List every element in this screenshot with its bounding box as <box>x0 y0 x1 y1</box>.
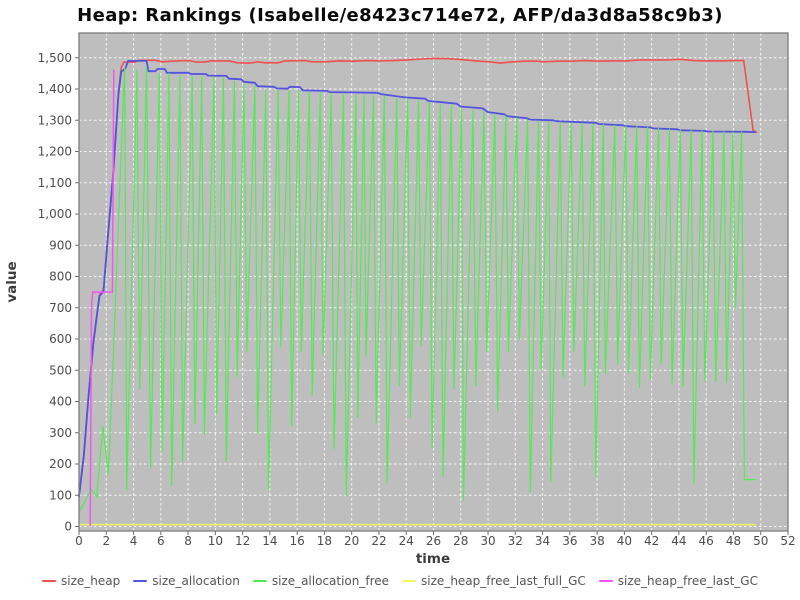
legend-item-size_heap: size_heap <box>42 574 120 588</box>
y-tick-label: 500 <box>49 363 72 377</box>
x-tick-label: 24 <box>399 534 414 548</box>
x-tick-label: 50 <box>753 534 768 548</box>
x-tick-label: 2 <box>102 534 110 548</box>
legend-swatch-size_allocation <box>133 580 148 582</box>
x-tick-label: 26 <box>426 534 441 548</box>
y-tick-label: 300 <box>49 426 72 440</box>
y-tick-label: 100 <box>49 488 72 502</box>
x-tick-label: 20 <box>344 534 359 548</box>
x-tick-label: 48 <box>726 534 741 548</box>
legend-label-size_allocation: size_allocation <box>152 574 240 588</box>
y-tick-label: 1,100 <box>38 176 72 190</box>
x-tick-label: 18 <box>317 534 332 548</box>
x-tick-label: 12 <box>235 534 250 548</box>
x-tick-label: 38 <box>589 534 604 548</box>
series-lines <box>78 57 758 527</box>
y-tick-label: 800 <box>49 270 72 284</box>
x-axis-label: time <box>416 551 450 567</box>
y-tick-label: 1,000 <box>38 207 72 221</box>
legend-label-size_allocation_free: size_allocation_free <box>271 574 390 588</box>
chart-title: Heap: Rankings (Isabelle/e8423c714e72, A… <box>77 5 723 26</box>
y-tick-label: 1,400 <box>38 82 72 96</box>
y-axis-ticks: 0 100 200 300 400 500 600 700 800 900 1,000 1,100 1,… <box>38 51 79 534</box>
legend-swatch-size_heap_free_last_GC <box>598 580 613 582</box>
legend-label-size_heap_free_last_GC: size_heap_free_last_GC <box>617 574 758 588</box>
x-tick-label: 10 <box>208 534 223 548</box>
legend-item-size_heap_free_last_full_GC: size_heap_free_last_full_GC <box>402 574 586 588</box>
legend-swatch-size_heap <box>42 580 56 582</box>
x-tick-label: 40 <box>617 534 632 548</box>
x-tick-label: 22 <box>371 534 386 548</box>
x-tick-label: 32 <box>508 534 523 548</box>
y-tick-label: 1,300 <box>38 113 72 127</box>
x-tick-label: 14 <box>262 534 277 548</box>
x-tick-label: 4 <box>130 534 138 548</box>
y-tick-label: 400 <box>49 395 72 409</box>
x-tick-label: 16 <box>290 534 305 548</box>
series-line-size_heap_free_last_GC <box>89 69 115 527</box>
legend: size_heap size_allocation size_allocation_… <box>0 574 800 588</box>
x-tick-label: 8 <box>184 534 192 548</box>
y-tick-label: 1,500 <box>38 51 72 65</box>
legend-item-size_heap_free_last_GC: size_heap_free_last_GC <box>598 574 758 588</box>
legend-item-size_allocation: size_allocation <box>133 574 240 588</box>
x-axis-ticks: 0 2 4 6 8 10 12 14 16 18 20 22 24 26 28 30 32 34 36 38 40 42 4… <box>75 531 796 548</box>
x-tick-label: 46 <box>699 534 714 548</box>
x-tick-label: 0 <box>75 534 83 548</box>
legend-label-size_heap: size_heap <box>61 574 121 588</box>
y-tick-label: 600 <box>49 332 72 346</box>
y-tick-label: 0 <box>64 520 72 534</box>
x-tick-label: 52 <box>780 534 795 548</box>
x-tick-label: 44 <box>671 534 686 548</box>
x-tick-label: 42 <box>644 534 659 548</box>
legend-item-size_allocation_free: size_allocation_free <box>252 574 390 588</box>
series-line-size_heap <box>78 57 758 497</box>
y-tick-label: 1,200 <box>38 145 72 159</box>
legend-swatch-size_allocation_free <box>252 580 267 582</box>
y-tick-label: 700 <box>49 301 72 315</box>
series-line-size_allocation_free <box>78 66 756 514</box>
x-tick-label: 28 <box>453 534 468 548</box>
y-axis-label: value <box>4 261 20 302</box>
y-tick-label: 200 <box>49 457 72 471</box>
x-tick-label: 34 <box>535 534 550 548</box>
x-tick-label: 30 <box>480 534 495 548</box>
x-tick-label: 36 <box>562 534 577 548</box>
y-tick-label: 900 <box>49 238 72 252</box>
legend-swatch-size_heap_free_last_full_GC <box>402 580 417 582</box>
legend-label-size_heap_free_last_full_GC: size_heap_free_last_full_GC <box>421 574 586 588</box>
x-tick-label: 6 <box>157 534 165 548</box>
